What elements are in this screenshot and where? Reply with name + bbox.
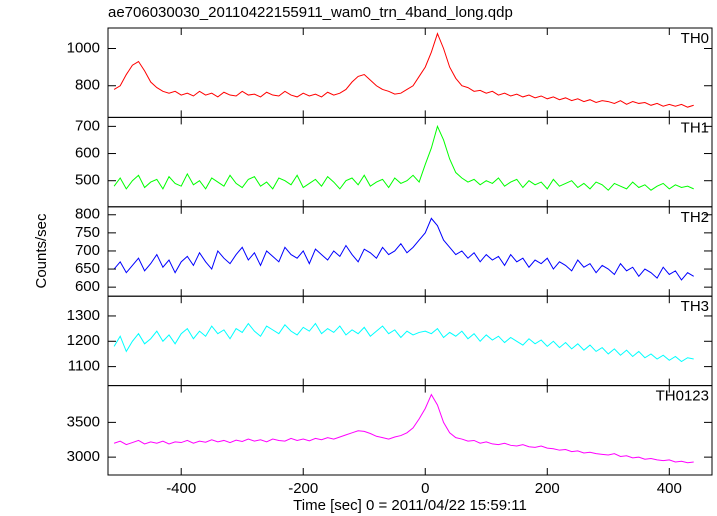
panel-label: TH0123 — [656, 388, 709, 405]
x-tick-label: 0 — [421, 480, 429, 497]
y-tick-label: 500 — [75, 172, 100, 189]
series-line — [113, 217, 694, 281]
y-tick-label: 700 — [75, 242, 100, 259]
y-tick-label: 1300 — [67, 307, 100, 324]
y-tick-label: 1200 — [67, 332, 100, 349]
panel-frame — [107, 206, 713, 297]
series-line — [113, 124, 694, 191]
series-line — [113, 32, 694, 108]
panel-frame — [107, 385, 713, 476]
x-tick-label: -400 — [166, 480, 196, 497]
x-tick-label: 200 — [535, 480, 560, 497]
panel-frame — [107, 295, 713, 387]
panel-frame — [107, 116, 713, 208]
y-tick-label: 1100 — [68, 358, 100, 375]
chart-title: ae706030030_20110422155911_wam0_trn_4ban… — [108, 4, 513, 21]
panel-label: TH2 — [681, 209, 709, 226]
y-tick-label: 800 — [75, 77, 100, 94]
panel-label: TH3 — [681, 298, 709, 315]
series-line — [113, 322, 694, 363]
panel-frame — [107, 27, 713, 118]
x-tick-label: -200 — [288, 480, 318, 497]
panel-label: TH0 — [681, 30, 709, 47]
y-tick-label: 750 — [75, 224, 100, 241]
y-tick-label: 600 — [75, 145, 100, 162]
panel-label: TH1 — [681, 119, 709, 136]
y-tick-label: 600 — [75, 278, 100, 295]
x-axis-label: Time [sec] 0 = 2011/04/22 15:59:11 — [293, 497, 527, 514]
y-tick-label: 3500 — [67, 413, 100, 430]
y-tick-label: 3000 — [67, 448, 100, 465]
y-tick-label: 800 — [75, 206, 100, 223]
y-axis-label: Counts/sec — [33, 213, 50, 289]
x-tick-label: 400 — [657, 480, 682, 497]
series-line — [113, 393, 694, 464]
y-tick-label: 700 — [75, 117, 100, 134]
y-tick-label: 1000 — [67, 39, 100, 56]
y-tick-label: 650 — [75, 260, 100, 277]
